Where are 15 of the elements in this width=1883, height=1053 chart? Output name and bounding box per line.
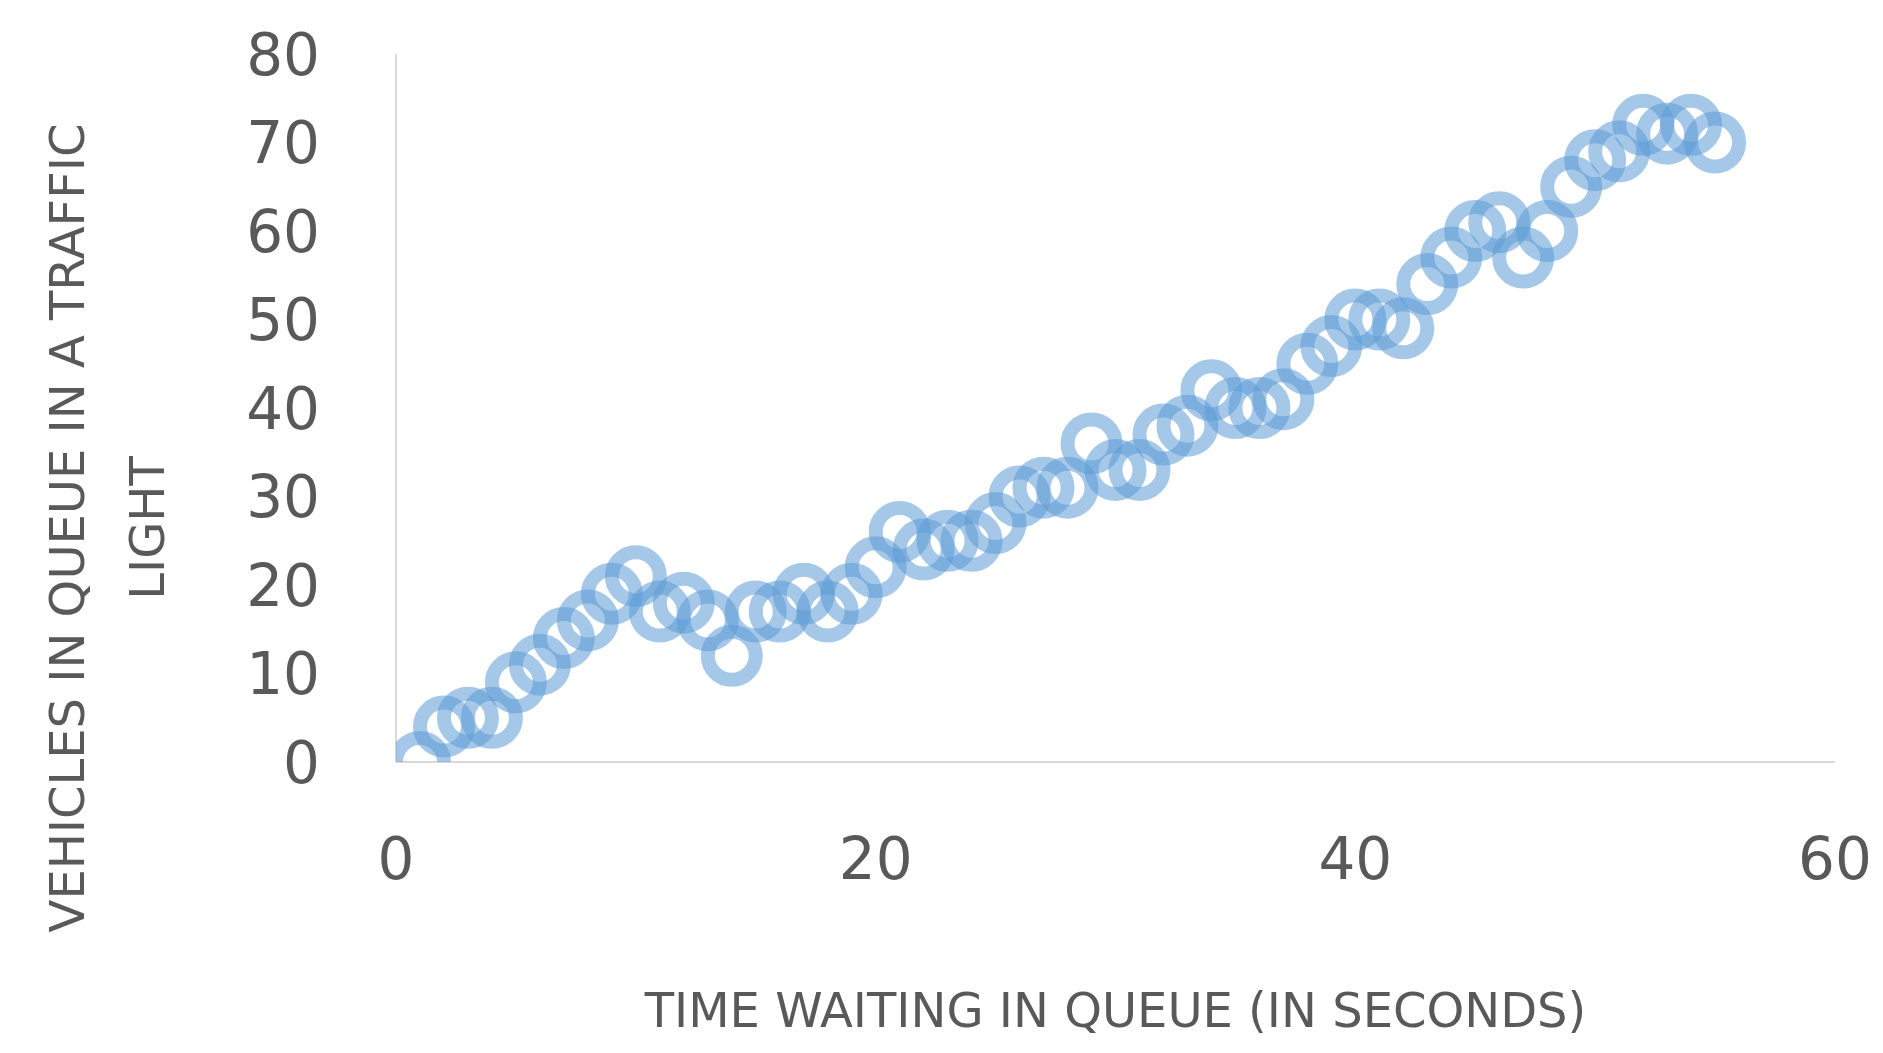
y-tick-label: 50 [246, 286, 320, 355]
y-tick-label: 0 [283, 728, 320, 797]
y-tick-label: 60 [246, 197, 320, 266]
y-tick-label: 70 [246, 109, 320, 178]
y-tick-label: 10 [246, 640, 320, 709]
x-axis-title: TIME WAITING IN QUEUE (IN SECONDS) [643, 982, 1587, 1038]
x-tick-label: 0 [377, 825, 415, 894]
x-tick-label: 20 [838, 825, 913, 894]
y-axis-title: VEHICLES IN QUEUE IN A TRAFFIC LIGHT [39, 123, 175, 933]
y-tick-label: 30 [246, 463, 320, 532]
y-tick-label: 20 [246, 551, 320, 620]
x-tick-label: 60 [1798, 825, 1872, 894]
x-tick-label: 40 [1318, 825, 1393, 894]
y-tick-label: 40 [246, 374, 320, 443]
y-tick-label: 80 [246, 20, 320, 89]
